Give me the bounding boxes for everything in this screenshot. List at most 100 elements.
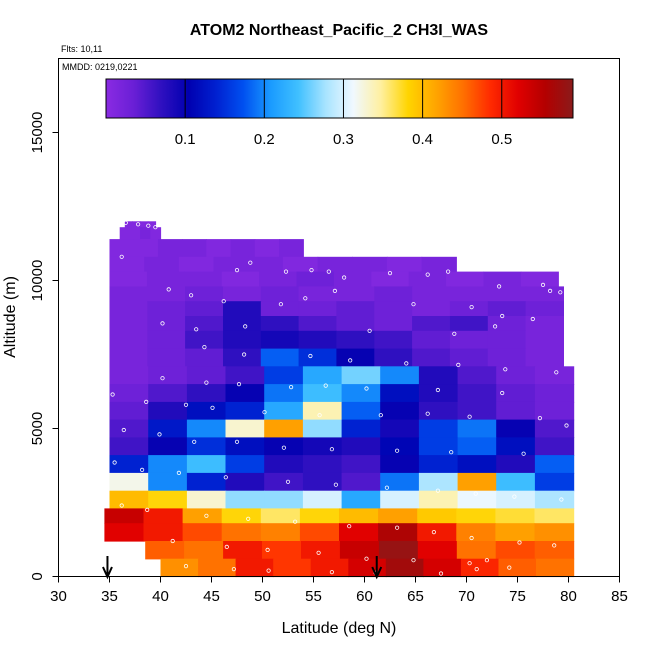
heatmap-cell <box>264 437 304 456</box>
heatmap-cell <box>487 348 527 367</box>
sample-point <box>503 367 508 372</box>
heatmap-cell <box>248 256 284 273</box>
heatmap-cell <box>457 384 497 403</box>
heatmap-cell <box>385 558 424 578</box>
heatmap-cell <box>186 384 227 403</box>
heatmap-cell <box>147 286 186 302</box>
sample-point <box>223 475 228 480</box>
sample-point <box>160 321 165 326</box>
heatmap-cell <box>147 348 186 367</box>
heatmap-cell <box>496 384 536 403</box>
sample-point <box>333 482 338 487</box>
heatmap-cell <box>536 558 575 578</box>
sample-point <box>153 225 158 230</box>
heatmap-cell <box>185 316 224 332</box>
sample-point <box>425 411 430 416</box>
heatmap-cell <box>223 348 262 367</box>
heatmap-cell <box>264 455 304 474</box>
x-axis-label: Latitude (deg N) <box>282 620 397 637</box>
heatmap-cell <box>298 316 337 332</box>
sample-point <box>176 470 181 475</box>
sample-point <box>123 220 128 225</box>
sample-point <box>348 358 353 363</box>
heatmap-cell <box>333 271 372 287</box>
heatmap-cell <box>534 541 575 560</box>
heatmap-cell <box>230 239 256 258</box>
heatmap-cell <box>186 490 227 510</box>
sample-point <box>329 569 334 575</box>
heatmap-cell <box>160 558 199 578</box>
heatmap-cell <box>299 523 340 542</box>
heatmap-cell <box>534 472 575 492</box>
sample-point <box>265 547 270 553</box>
heatmap-cell <box>260 286 300 302</box>
sample-point <box>242 352 247 357</box>
y-tick-label: 15000 <box>29 112 46 154</box>
sample-point <box>367 328 372 333</box>
heatmap-cell <box>235 558 274 578</box>
sample-point <box>467 561 472 566</box>
heatmap-cell <box>520 271 559 287</box>
heatmap-cell <box>301 541 341 560</box>
heatmap-cell <box>264 366 304 385</box>
sample-point <box>136 222 141 227</box>
heatmap-cell <box>145 541 185 560</box>
heatmap-cell <box>336 301 375 317</box>
heatmap-cell <box>109 490 149 510</box>
heatmap-cell <box>302 419 343 438</box>
heatmap-cell <box>378 523 418 542</box>
heatmap-cell <box>140 227 151 240</box>
heatmap-cell <box>380 384 420 403</box>
heatmap-cell <box>496 472 536 492</box>
heatmap-cell <box>457 419 497 438</box>
heatmap-cell <box>298 286 337 302</box>
heatmap-cell <box>534 401 575 421</box>
heatmap-cell <box>259 271 298 287</box>
sample-point <box>559 497 564 502</box>
sample-point <box>285 479 291 484</box>
sample-point <box>231 566 236 572</box>
heatmap-cell <box>182 523 223 542</box>
heatmap-cell <box>264 419 304 438</box>
sample-point <box>484 558 489 563</box>
heatmap-cell <box>109 256 145 273</box>
sample-point <box>224 544 229 550</box>
heatmap-cell <box>534 508 575 524</box>
sample-point <box>347 524 352 529</box>
sample-point <box>469 535 474 541</box>
heatmap-cell <box>496 419 536 438</box>
x-tick-label: 75 <box>509 588 526 605</box>
sample-point <box>554 370 559 375</box>
sample-point <box>157 432 162 437</box>
heatmap-cell <box>109 286 148 302</box>
heatmap-cell <box>298 301 337 317</box>
heatmap-cell <box>133 239 159 258</box>
heatmap-cell <box>496 455 536 474</box>
heatmap-cell <box>223 301 262 317</box>
heatmap-cell <box>487 316 527 332</box>
sample-point <box>496 284 502 289</box>
sample-point <box>547 288 553 293</box>
heatmap-cell <box>534 419 575 438</box>
heatmap-cell <box>457 472 497 492</box>
heatmap-cell <box>109 301 148 317</box>
heatmap-cell <box>296 271 335 287</box>
sample-point <box>170 538 175 544</box>
sample-point <box>110 392 115 397</box>
heatmap-cell <box>260 301 300 317</box>
heatmap-cell <box>225 419 265 438</box>
heatmap-cell <box>496 437 536 456</box>
heatmap-cell <box>498 558 537 578</box>
heatmap-cell <box>147 221 157 228</box>
heatmap-cell <box>182 239 207 258</box>
heatmap-cell <box>225 401 265 421</box>
x-tick-label: 80 <box>560 588 577 605</box>
heatmap-cell <box>374 286 413 302</box>
heatmap-cell <box>417 541 458 560</box>
sample-point <box>326 269 331 274</box>
heatmap-cell <box>380 419 420 438</box>
heatmap-cell <box>336 330 375 350</box>
heatmap-cell <box>336 316 375 332</box>
sample-point <box>248 260 253 265</box>
x-tick-label: 45 <box>203 588 220 605</box>
